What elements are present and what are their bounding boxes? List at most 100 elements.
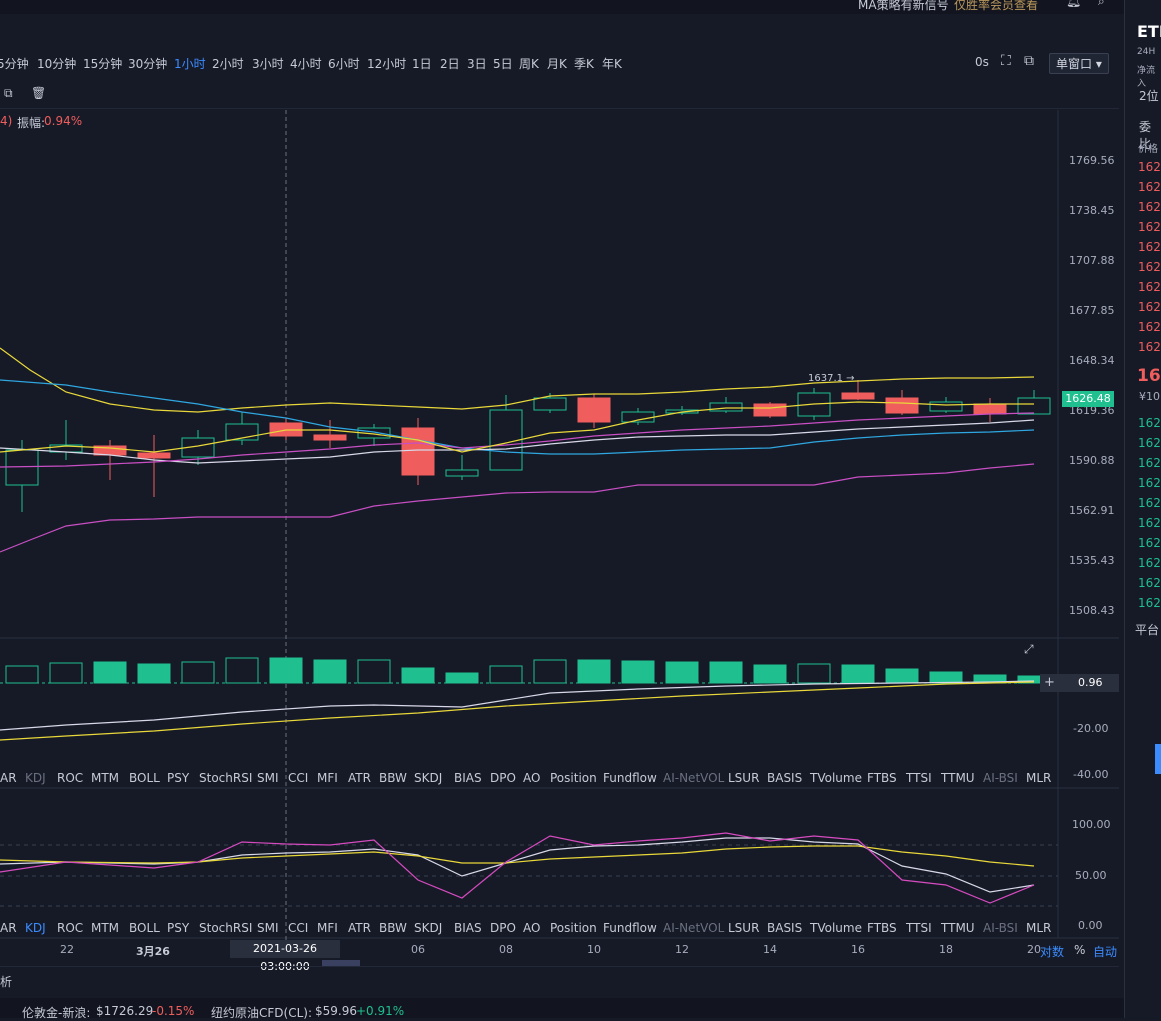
timeframe-14[interactable]: 周K [519,57,539,71]
indicator-tab-stochrsi[interactable]: StochRSI [199,921,253,935]
fullscreen-icon[interactable]: ⛶ [1001,53,1011,69]
timeframe-0[interactable]: 5分钟 [0,57,29,71]
indicator-tab-mtm[interactable]: MTM [91,921,120,935]
indicator-tab-dpo[interactable]: DPO [490,921,516,935]
log-scale-toggle[interactable]: 对数 [1040,945,1065,959]
indicator-tab-ai-bsi[interactable]: AI-BSI [983,921,1018,935]
indicator-tab-psy[interactable]: PSY [167,921,190,935]
indicator-tab-ttmu[interactable]: TTMU [941,921,975,935]
side-tab[interactable] [1155,744,1161,774]
indicator-tab-mlr[interactable]: MLR [1026,771,1052,785]
indicator-tab-position[interactable]: Position [550,921,597,935]
indicator-tab-ftbs[interactable]: FTBS [867,921,897,935]
indicator-tab-ao[interactable]: AO [523,921,541,935]
ask-price[interactable]: 1626 [1138,180,1161,194]
indicator-tab-mtm[interactable]: MTM [91,771,120,785]
screenshot-icon[interactable]: ⧉ [1024,53,1034,69]
timeframe-16[interactable]: 季K [574,57,594,71]
auto-scale-toggle[interactable]: 自动 [1093,945,1118,959]
indicator-tab-roc[interactable]: ROC [57,921,84,935]
indicator-tab-position[interactable]: Position [550,771,597,785]
indicator-tab-ai-netvol[interactable]: AI-NetVOL [663,921,725,935]
indicator-tab-mfi[interactable]: MFI [317,771,338,785]
indicator-tab-ftbs[interactable]: FTBS [867,771,897,785]
indicator-tab-boll[interactable]: BOLL [129,771,160,785]
indicator-tab-kdj[interactable]: KDJ [25,771,46,785]
bid-price[interactable]: 1626 [1138,516,1161,530]
timeframe-12[interactable]: 3日 [467,57,487,71]
ask-price[interactable]: 1626 [1138,260,1161,274]
bid-price[interactable]: 1626 [1138,556,1161,570]
indicator-tab-atr[interactable]: ATR [348,771,371,785]
ask-price[interactable]: 1626 [1138,320,1161,334]
bid-price[interactable]: 1626 [1138,496,1161,510]
indicator-tab-mfi[interactable]: MFI [317,921,338,935]
ask-price[interactable]: 1626 [1138,220,1161,234]
indicator-tab-dpo[interactable]: DPO [490,771,516,785]
indicator-tab-tvolume[interactable]: TVolume [810,921,862,935]
bid-price[interactable]: 1626 [1138,476,1161,490]
search-icon[interactable]: ⌕ [1098,0,1105,8]
bid-price[interactable]: 1626 [1138,456,1161,470]
ask-price[interactable]: 1626 [1138,240,1161,254]
indicator-tab-skdj[interactable]: SKDJ [414,771,443,785]
indicator-tab-fundflow[interactable]: Fundflow [603,771,657,785]
bid-price[interactable]: 1626 [1138,576,1161,590]
bid-price[interactable]: 1626 [1138,536,1161,550]
indicator-tab-lsur[interactable]: LSUR [728,921,760,935]
ask-price[interactable]: 1626 [1138,280,1161,294]
price-chart[interactable] [0,110,1119,940]
indicator-tab-ar[interactable]: AR [0,921,17,935]
indicator-tab-lsur[interactable]: LSUR [728,771,760,785]
timeframe-9[interactable]: 12小时 [367,57,407,71]
indicator-tab-roc[interactable]: ROC [57,771,84,785]
timeframe-6[interactable]: 3小时 [252,57,284,71]
indicator-tab-kdj[interactable]: KDJ [25,921,46,935]
timeframe-4[interactable]: 1小时 [174,57,206,71]
indicator-tab-ar[interactable]: AR [0,771,17,785]
indicator-tab-psy[interactable]: PSY [167,771,190,785]
indicator-tab-fundflow[interactable]: Fundflow [603,921,657,935]
bid-price[interactable]: 1626 [1138,436,1161,450]
ticker-name[interactable]: 伦敦金-新浪: [22,1006,91,1020]
timeframe-1[interactable]: 10分钟 [37,57,77,71]
bid-price[interactable]: 1626 [1138,416,1161,430]
indicator-tab-basis[interactable]: BASIS [767,771,803,785]
indicator-tab-bbw[interactable]: BBW [379,771,407,785]
indicator-tab-basis[interactable]: BASIS [767,921,803,935]
indicator-tab-mlr[interactable]: MLR [1026,921,1052,935]
indicator-tab-boll[interactable]: BOLL [129,921,160,935]
indicator-tab-bias[interactable]: BIAS [454,921,482,935]
percent-toggle[interactable]: % [1074,943,1086,957]
indicator-tab-ao[interactable]: AO [523,771,541,785]
indicator-tab-ttsi[interactable]: TTSI [906,921,932,935]
indicator-tab-skdj[interactable]: SKDJ [414,921,443,935]
window-mode-select[interactable]: 单窗口 ▾ [1049,53,1109,74]
timeframe-11[interactable]: 2日 [440,57,460,71]
indicator-tab-smi[interactable]: SMI [257,921,279,935]
add-icon[interactable]: + [1044,675,1055,690]
depth-select[interactable]: 2位 [1139,89,1159,103]
ask-price[interactable]: 1627 [1138,160,1161,174]
bell-icon[interactable]: 🔔︎ [1066,0,1082,8]
ask-price[interactable]: 1626 [1138,200,1161,214]
order-book-tab[interactable]: 委比 [1139,120,1152,151]
notice-link[interactable]: 仅胜率会员查看 [954,0,1039,12]
indicator-tab-bbw[interactable]: BBW [379,921,407,935]
timeframe-17[interactable]: 年K [602,57,622,71]
ask-price[interactable]: 1626 [1138,340,1161,354]
indicator-tab-smi[interactable]: SMI [257,771,279,785]
bid-price[interactable]: 1626 [1138,596,1161,610]
timeframe-7[interactable]: 4小时 [290,57,322,71]
timeframe-10[interactable]: 1日 [412,57,432,71]
expand-icon[interactable]: ⤢ [1024,642,1034,656]
timeframe-8[interactable]: 6小时 [328,57,360,71]
platform-label[interactable]: 平台 [1135,623,1160,637]
indicator-tab-atr[interactable]: ATR [348,921,371,935]
indicator-tab-ttsi[interactable]: TTSI [906,771,932,785]
indicator-tab-cci[interactable]: CCI [288,771,309,785]
layout-icon[interactable]: ⧉ [4,86,13,100]
indicator-tab-ai-bsi[interactable]: AI-BSI [983,771,1018,785]
indicator-tab-stochrsi[interactable]: StochRSI [199,771,253,785]
indicator-tab-ttmu[interactable]: TTMU [941,771,975,785]
